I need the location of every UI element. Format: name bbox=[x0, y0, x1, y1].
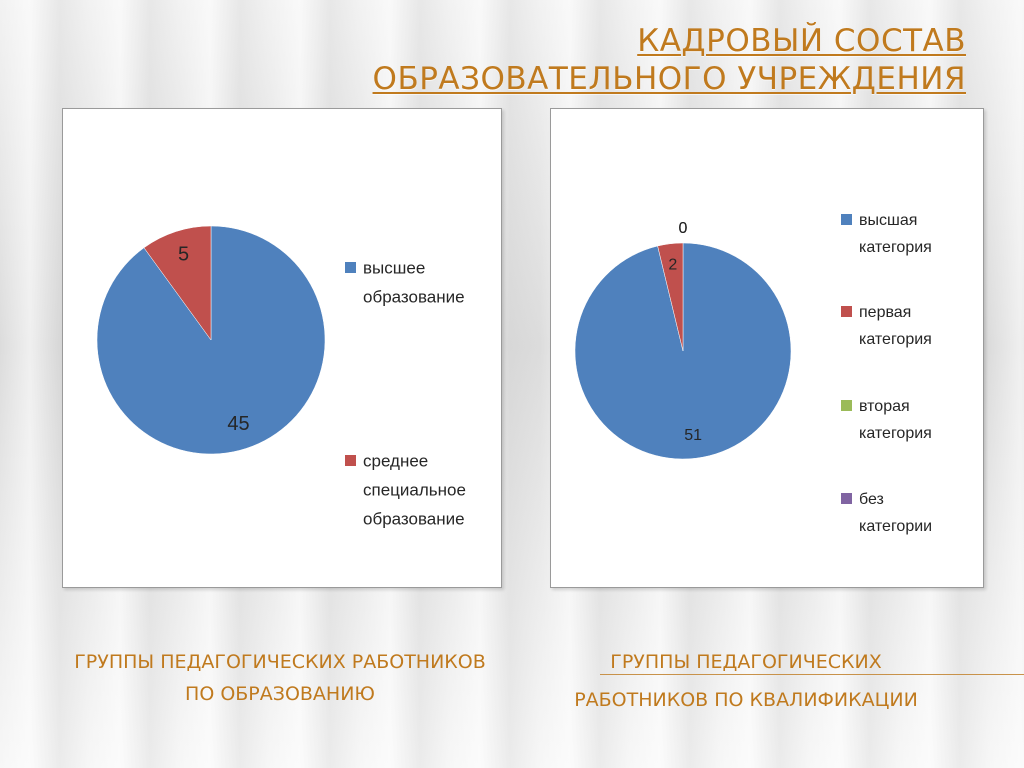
caption-qualification: Группы педагогических работников по квал… bbox=[536, 643, 956, 719]
data-label-1: 51 bbox=[684, 427, 702, 444]
pie-slice-2 bbox=[143, 225, 212, 341]
legend-label-2-line-3: образование bbox=[363, 509, 465, 528]
legend-label-1-line-1: высшая bbox=[859, 212, 917, 229]
caption-education: Группы педагогических работников по обра… bbox=[74, 651, 486, 705]
chart-panel-education: 45 5 высшее образование среднее специальное об… bbox=[62, 108, 502, 588]
legend-label-3-line-2: категория bbox=[859, 425, 932, 442]
divider-line bbox=[600, 674, 1024, 675]
slide-title-line-1: Кадровый состав bbox=[637, 23, 966, 59]
legend-label-1-line-2: образование bbox=[363, 287, 465, 306]
data-label-4: 0 bbox=[679, 220, 688, 237]
legend-label-2-line-1: первая bbox=[859, 304, 911, 321]
legend-label-3-line-1: вторая bbox=[859, 398, 910, 415]
caption-qualification-line-1: Группы педагогических bbox=[610, 651, 882, 673]
legend-label-2-line-1: среднее bbox=[363, 451, 428, 470]
pie-slice-2 bbox=[657, 242, 684, 352]
legend-label-4-line-2: категории bbox=[859, 518, 932, 535]
legend-swatch-1 bbox=[841, 214, 852, 225]
legend-label-1-line-2: категория bbox=[859, 239, 932, 256]
chart-panel-qualification: 51 2 0 0 высшая категория первая категория втора… bbox=[550, 108, 984, 588]
data-label-2: 5 bbox=[178, 244, 189, 266]
pie-chart-education: 45 5 высшее образование среднее специальное об… bbox=[96, 225, 466, 528]
caption-qualification-line-2: работников по квалификации bbox=[574, 689, 918, 711]
legend-label-4-line-1: без bbox=[859, 491, 884, 508]
legend-swatch-2 bbox=[345, 455, 356, 466]
slide-title: Кадровый состав образовательного учрежде… bbox=[373, 22, 966, 98]
data-label-3: 0 bbox=[679, 220, 688, 237]
pie-slice-1 bbox=[96, 225, 326, 455]
slide-title-line-2: образовательного учреждения bbox=[372, 61, 966, 97]
legend-swatch-4 bbox=[841, 493, 852, 504]
legend-swatch-3 bbox=[841, 400, 852, 411]
legend-swatch-2 bbox=[841, 306, 852, 317]
legend-swatch-1 bbox=[345, 262, 356, 273]
data-label-2: 2 bbox=[668, 256, 677, 273]
legend-label-2-line-2: категория bbox=[859, 331, 932, 348]
legend-label-2-line-2: специальное bbox=[363, 480, 466, 499]
data-label-1: 45 bbox=[227, 413, 249, 435]
legend-label-1-line-1: высшее bbox=[363, 258, 425, 277]
